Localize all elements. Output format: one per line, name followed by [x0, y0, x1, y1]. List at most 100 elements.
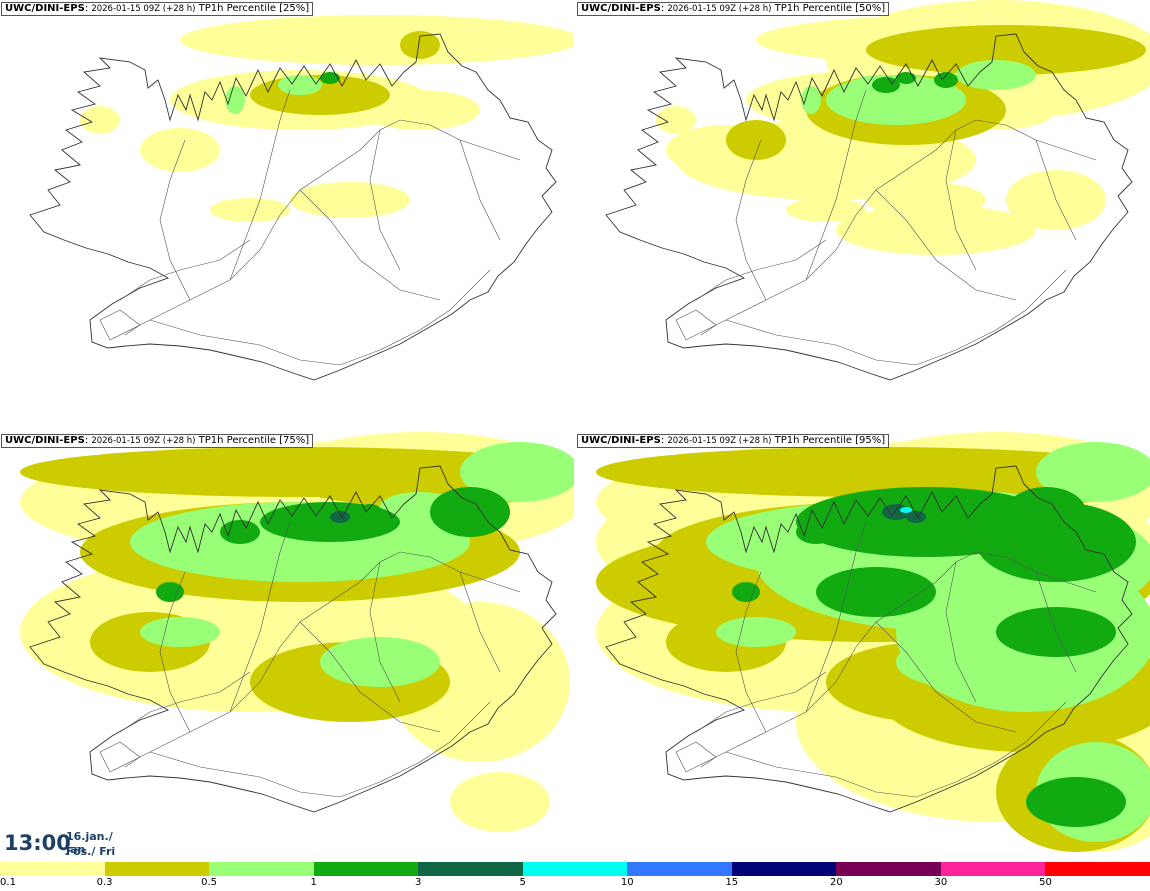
precip-area: [866, 25, 1146, 75]
road-line: [459, 139, 501, 241]
precip-area: [596, 447, 1150, 497]
legend-label: 10: [620, 877, 634, 888]
precip-area: [816, 567, 936, 617]
precip-area: [801, 86, 821, 114]
precip-area: [956, 60, 1036, 90]
precip-area: [278, 75, 322, 95]
legend-swatch: [731, 862, 837, 876]
road-line: [725, 701, 1067, 798]
road-line: [945, 129, 977, 271]
map-panel-p95: UWC/DINI-EPS: 2026-01-15 09Z (+28 h) TP1…: [576, 432, 1150, 862]
precip-area: [360, 90, 480, 130]
precip-area: [450, 772, 550, 832]
road-line: [369, 561, 401, 703]
road-line: [159, 139, 191, 301]
precip-area: [140, 617, 220, 647]
road-line: [109, 581, 361, 773]
precip-area: [80, 106, 120, 134]
legend-swatch: [104, 862, 210, 876]
precip-area: [900, 507, 912, 513]
precip-area: [732, 582, 760, 602]
precip-area: [716, 617, 796, 647]
map-panel-p75: UWC/DINI-EPS: 2026-01-15 09Z (+28 h) TP1…: [0, 432, 574, 862]
precip-area: [656, 106, 696, 134]
precip-area: [220, 520, 260, 544]
valid-date: 16.jan./ Jan: [66, 830, 113, 856]
precip-area: [786, 198, 866, 222]
road-line: [229, 521, 291, 713]
road-line: [725, 269, 1067, 366]
precip-area: [430, 487, 510, 537]
precip-area: [400, 31, 440, 59]
legend-label: 1: [310, 877, 317, 888]
road-line: [735, 139, 767, 301]
legend-swatch: [418, 862, 523, 876]
road-line: [369, 129, 401, 271]
road-line: [805, 89, 867, 281]
legend-label: 0.5: [201, 877, 218, 888]
road-line: [149, 701, 491, 798]
precip-area: [896, 72, 916, 84]
road-line: [229, 89, 291, 281]
road-line: [99, 309, 141, 341]
road-line: [119, 671, 251, 733]
legend-label: 3: [414, 877, 422, 888]
road-line: [109, 149, 361, 341]
panel-header: UWC/DINI-EPS: 2026-01-15 09Z (+28 h) TP1…: [577, 434, 890, 448]
road-line: [695, 239, 827, 301]
legend-swatch: [627, 862, 732, 876]
road-line: [675, 309, 717, 341]
precip-area: [726, 120, 786, 160]
precip-area: [826, 75, 966, 125]
coastline: [605, 33, 1133, 381]
precip-map: [596, 432, 1150, 852]
precip-area: [210, 198, 290, 222]
road-line: [685, 149, 937, 341]
road-line: [159, 571, 191, 733]
legend-label: 15: [725, 877, 739, 888]
precip-area: [225, 86, 245, 114]
precip-area: [320, 72, 340, 84]
valid-time: 13:00: [4, 831, 71, 855]
road-line: [1035, 139, 1077, 241]
road-line: [149, 269, 491, 366]
precip-area: [140, 128, 220, 172]
legend-label: 0.1: [0, 877, 16, 888]
precip-area: [330, 511, 350, 523]
legend-swatch: [209, 862, 314, 876]
coastline: [605, 465, 1133, 813]
road-line: [685, 581, 937, 773]
valid-day: Fös./ Fri: [66, 845, 116, 858]
precip-area: [872, 77, 900, 93]
precip-area: [290, 182, 410, 218]
road-line: [945, 561, 977, 703]
legend-label: 5: [519, 877, 526, 888]
road-line: [875, 189, 1017, 301]
road-line: [119, 239, 251, 301]
road-line: [695, 671, 827, 733]
map-panel-p25: UWC/DINI-EPS: 2026-01-15 09Z (+28 h) TP1…: [0, 0, 574, 430]
precip-area: [260, 502, 400, 542]
map-panel-p50: UWC/DINI-EPS: 2026-01-15 09Z (+28 h) TP1…: [576, 0, 1150, 430]
road-line: [99, 741, 141, 773]
legend-labels: 0.1 0.3 0.5 1 3 5 10 15 20 30 50: [0, 877, 1150, 891]
panel-header: UWC/DINI-EPS: 2026-01-15 09Z (+28 h) TP1…: [1, 2, 314, 16]
precip-area: [460, 442, 574, 502]
legend-swatch: [313, 862, 419, 876]
color-legend: [0, 862, 1150, 876]
precip-map: [29, 15, 574, 381]
road-line: [805, 521, 867, 713]
coastline: [29, 465, 557, 813]
panel-header: UWC/DINI-EPS: 2026-01-15 09Z (+28 h) TP1…: [1, 434, 314, 448]
legend-label: 30: [934, 877, 948, 888]
precip-area: [836, 205, 1036, 255]
precip-area: [1026, 777, 1126, 827]
precip-map: [605, 0, 1150, 381]
panel-header: UWC/DINI-EPS: 2026-01-15 09Z (+28 h) TP1…: [577, 2, 890, 16]
legend-label: 20: [829, 877, 843, 888]
precip-area: [20, 447, 574, 497]
precip-area: [156, 582, 184, 602]
road-line: [459, 571, 501, 673]
legend-label: 0.3: [96, 877, 113, 888]
legend-swatch: [836, 862, 941, 876]
